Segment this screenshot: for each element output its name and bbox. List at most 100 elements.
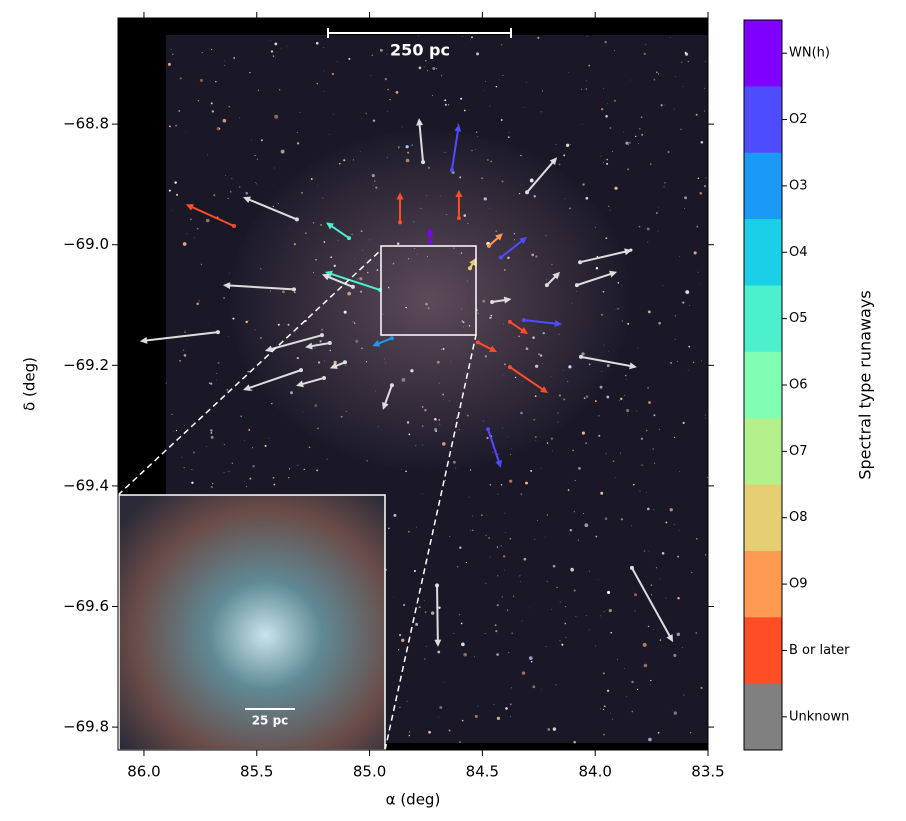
star: [223, 472, 225, 474]
colorbar-segment: [744, 550, 782, 618]
star: [509, 479, 513, 483]
star: [667, 150, 670, 153]
star: [321, 328, 323, 331]
star: [673, 436, 676, 439]
star: [559, 275, 561, 277]
star: [191, 481, 194, 484]
star: [700, 686, 703, 689]
star: [302, 412, 304, 413]
zoom-box: [380, 245, 477, 336]
star: [617, 307, 620, 310]
legend-label: B or later: [789, 643, 850, 658]
star: [503, 363, 506, 366]
star: [190, 218, 192, 221]
star: [504, 512, 506, 514]
star: [650, 679, 652, 682]
star: [569, 528, 573, 532]
star: [224, 175, 226, 176]
star: [316, 469, 319, 472]
star: [447, 104, 450, 106]
star: [674, 524, 675, 525]
star: [603, 705, 606, 708]
star: [700, 140, 704, 144]
star: [648, 401, 651, 404]
arrow-shaft: [247, 198, 298, 221]
star: [573, 740, 576, 744]
star: [405, 306, 407, 309]
arrow-head: [185, 204, 194, 211]
star: [463, 652, 467, 657]
star: [460, 252, 463, 254]
star: [607, 205, 610, 208]
arrow-origin: [507, 319, 512, 324]
arrow-shaft: [309, 342, 331, 348]
star: [271, 402, 273, 405]
star: [173, 431, 175, 432]
star: [182, 242, 187, 246]
star: [431, 95, 433, 96]
star: [418, 606, 421, 609]
star: [425, 302, 428, 306]
arrow-head: [242, 196, 251, 204]
star: [509, 537, 512, 540]
arrow-origin: [294, 217, 299, 222]
star: [489, 556, 491, 558]
star: [486, 514, 488, 516]
star: [453, 633, 455, 634]
star: [250, 389, 253, 392]
star: [366, 460, 368, 462]
star: [199, 78, 203, 82]
star: [330, 256, 333, 259]
star: [559, 601, 561, 603]
star: [317, 185, 318, 187]
star: [323, 360, 325, 362]
star: [507, 256, 510, 260]
arrow-head: [222, 282, 231, 290]
star: [563, 398, 566, 401]
star: [413, 221, 415, 223]
star: [435, 68, 438, 70]
legend-label: O8: [789, 510, 808, 525]
star: [477, 312, 479, 314]
star: [568, 71, 570, 73]
star: [401, 126, 403, 128]
arrow-shaft: [329, 224, 350, 239]
runaway-arrow: [574, 270, 618, 288]
star: [347, 291, 352, 296]
x-tick-label: 85.5: [240, 763, 273, 781]
star: [314, 404, 318, 407]
star: [521, 671, 526, 675]
star: [578, 466, 581, 470]
star: [673, 653, 677, 657]
star: [365, 361, 368, 363]
star: [467, 223, 469, 225]
star: [510, 687, 512, 689]
star: [469, 469, 472, 471]
star: [438, 419, 440, 421]
star: [602, 672, 605, 675]
star: [493, 704, 495, 705]
star: [466, 414, 469, 417]
arrow-shaft: [329, 272, 381, 291]
arrow-origin: [421, 160, 426, 165]
star: [210, 435, 214, 439]
star: [575, 616, 577, 617]
star: [459, 546, 462, 549]
star: [634, 135, 637, 138]
runaway-arrow: [467, 257, 477, 271]
star: [371, 54, 373, 56]
arrow-head: [540, 386, 549, 394]
star: [508, 132, 510, 133]
star: [425, 645, 427, 647]
star: [465, 379, 467, 381]
runaway-arrow: [416, 118, 426, 165]
star: [588, 363, 591, 366]
arrow-shaft: [526, 160, 555, 193]
star: [510, 454, 512, 455]
star: [662, 284, 664, 286]
star: [282, 290, 285, 294]
star: [231, 178, 233, 180]
star: [439, 423, 441, 425]
arrow-origin: [629, 565, 634, 570]
star: [362, 249, 363, 251]
